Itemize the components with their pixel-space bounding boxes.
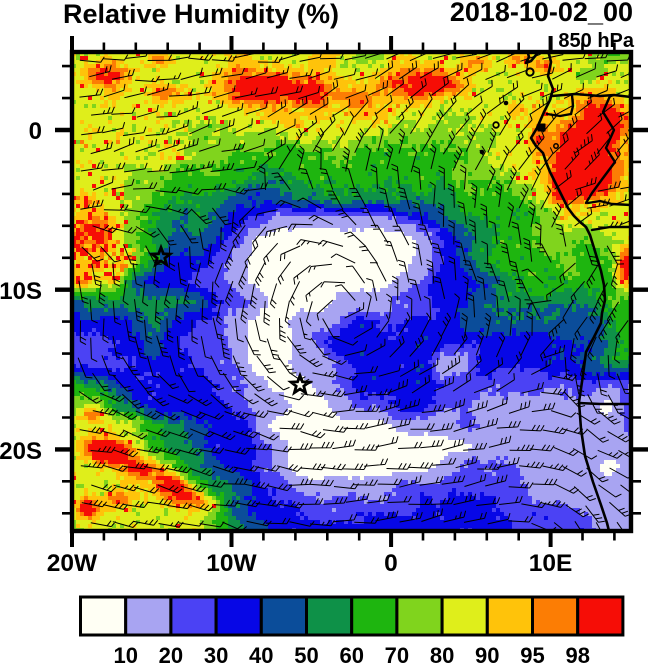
svg-text:20: 20 xyxy=(159,643,183,667)
svg-text:30: 30 xyxy=(204,643,228,667)
svg-text:90: 90 xyxy=(475,643,499,667)
svg-text:70: 70 xyxy=(385,643,409,667)
svg-text:95: 95 xyxy=(520,643,544,667)
svg-text:80: 80 xyxy=(430,643,454,667)
svg-text:98: 98 xyxy=(565,643,589,667)
svg-text:850 hPa: 850 hPa xyxy=(558,30,634,52)
svg-text:10: 10 xyxy=(113,643,137,667)
svg-text:40: 40 xyxy=(249,643,273,667)
svg-text:0: 0 xyxy=(29,118,42,145)
svg-text:20S: 20S xyxy=(0,438,42,465)
svg-text:20W: 20W xyxy=(47,550,98,577)
svg-text:Relative Humidity (%): Relative Humidity (%) xyxy=(63,0,339,29)
svg-text:10E: 10E xyxy=(529,550,573,577)
svg-text:60: 60 xyxy=(339,643,363,667)
svg-text:50: 50 xyxy=(294,643,318,667)
svg-text:2018-10-02_00: 2018-10-02_00 xyxy=(450,0,633,27)
svg-text:10W: 10W xyxy=(206,550,257,577)
svg-text:0: 0 xyxy=(384,550,398,577)
svg-text:10S: 10S xyxy=(0,278,42,305)
